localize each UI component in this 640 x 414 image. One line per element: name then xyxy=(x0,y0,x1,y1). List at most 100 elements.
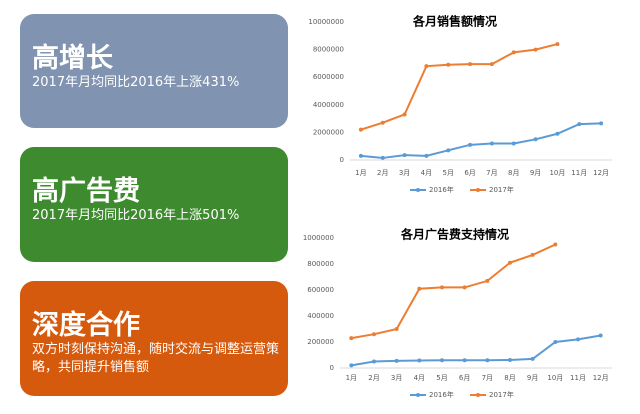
point xyxy=(358,127,363,132)
point xyxy=(511,50,516,55)
point xyxy=(380,155,385,160)
card: 深度合作 双方时刻保持沟通，随时交流与调整运营策略，共同提升销售额 xyxy=(20,281,288,396)
point xyxy=(402,112,407,117)
point xyxy=(394,358,399,363)
point xyxy=(417,358,422,363)
x-tick-label: 2月 xyxy=(368,374,379,382)
point xyxy=(462,358,467,363)
legend-marker xyxy=(476,393,480,397)
x-tick-label: 9月 xyxy=(530,169,541,177)
legend-marker xyxy=(416,188,420,192)
point xyxy=(577,122,582,127)
point xyxy=(358,153,363,158)
x-tick-label: 6月 xyxy=(459,374,470,382)
y-tick-label: 400000 xyxy=(307,312,334,320)
point xyxy=(424,64,429,69)
x-tick-label: 9月 xyxy=(527,374,538,382)
point xyxy=(485,358,490,363)
x-tick-label: 4月 xyxy=(421,169,432,177)
x-tick-label: 5月 xyxy=(436,374,447,382)
y-tick-label: 0 xyxy=(330,364,334,372)
chart-title: 各月广告费支持情况 xyxy=(400,227,509,242)
legend-marker xyxy=(416,393,420,397)
y-tick-label: 8000000 xyxy=(313,46,344,54)
point xyxy=(555,131,560,136)
x-tick-label: 5月 xyxy=(443,169,454,177)
y-tick-label: 0 xyxy=(340,156,344,164)
point xyxy=(533,47,538,52)
x-tick-label: 8月 xyxy=(504,374,515,382)
point xyxy=(553,242,558,247)
y-tick-label: 1000000 xyxy=(303,234,334,242)
x-tick-label: 6月 xyxy=(464,169,475,177)
point xyxy=(468,62,473,67)
x-tick-label: 8月 xyxy=(508,169,519,177)
point xyxy=(446,62,451,67)
series-line xyxy=(360,122,602,159)
x-tick-label: 7月 xyxy=(482,374,493,382)
point xyxy=(446,148,451,153)
point xyxy=(440,285,444,290)
x-tick-label: 3月 xyxy=(399,169,410,177)
y-tick-label: 10000000 xyxy=(308,18,344,26)
point xyxy=(555,42,560,47)
point xyxy=(380,120,385,125)
card-subtitle: 2017年月均同比2016年上涨501% xyxy=(32,208,240,223)
point xyxy=(394,327,399,331)
series-line xyxy=(351,243,556,340)
x-tick-label: 12月 xyxy=(593,169,609,177)
card-subtitle: 2017年月均同比2016年上涨431% xyxy=(32,75,240,90)
point xyxy=(372,332,376,337)
y-tick-label: 600000 xyxy=(307,286,334,294)
series-line xyxy=(351,334,601,367)
legend-marker xyxy=(476,188,480,192)
y-tick-label: 4000000 xyxy=(313,101,344,109)
x-tick-label: 12月 xyxy=(593,374,609,382)
y-tick-label: 800000 xyxy=(307,260,334,268)
legend-label: 2016年 xyxy=(429,390,454,399)
card: 高增长 2017年月均同比2016年上涨431% xyxy=(20,14,288,128)
x-tick-label: 10月 xyxy=(549,169,565,177)
y-tick-label: 200000 xyxy=(307,338,334,346)
point xyxy=(576,337,580,342)
point xyxy=(533,137,538,142)
legend-label: 2017年 xyxy=(489,185,514,194)
point xyxy=(489,141,494,146)
card: 高广告费 2017年月均同比2016年上涨501% xyxy=(20,147,288,262)
point xyxy=(599,121,604,126)
x-tick-label: 2月 xyxy=(377,169,388,177)
point xyxy=(468,142,473,147)
point xyxy=(349,363,354,368)
x-tick-label: 1月 xyxy=(355,169,366,177)
point xyxy=(530,356,535,361)
point xyxy=(508,357,512,362)
point xyxy=(417,286,422,291)
point xyxy=(462,285,467,290)
card-subtitle: 双方时刻保持沟通，随时交流与调整运营策略，共同提升销售额 xyxy=(32,342,280,375)
chart-title: 各月销售额情况 xyxy=(412,14,497,29)
x-tick-label: 10月 xyxy=(547,374,563,382)
x-tick-label: 11月 xyxy=(571,169,587,177)
x-tick-label: 3月 xyxy=(391,374,402,382)
point xyxy=(349,336,354,341)
point xyxy=(489,62,494,67)
point xyxy=(372,359,376,364)
point xyxy=(508,260,512,265)
y-tick-label: 2000000 xyxy=(313,128,344,136)
point xyxy=(485,278,490,283)
legend-label: 2017年 xyxy=(489,390,514,399)
card-title: 深度合作 xyxy=(32,310,140,341)
y-tick-label: 6000000 xyxy=(313,73,344,81)
x-tick-label: 7月 xyxy=(486,169,497,177)
card-title: 高增长 xyxy=(32,43,113,74)
point xyxy=(440,358,444,363)
legend-label: 2016年 xyxy=(429,185,454,194)
point xyxy=(424,153,429,158)
x-tick-label: 4月 xyxy=(414,374,425,382)
point xyxy=(553,340,558,344)
point xyxy=(598,333,603,338)
x-tick-label: 1月 xyxy=(346,374,357,382)
point xyxy=(402,153,407,158)
